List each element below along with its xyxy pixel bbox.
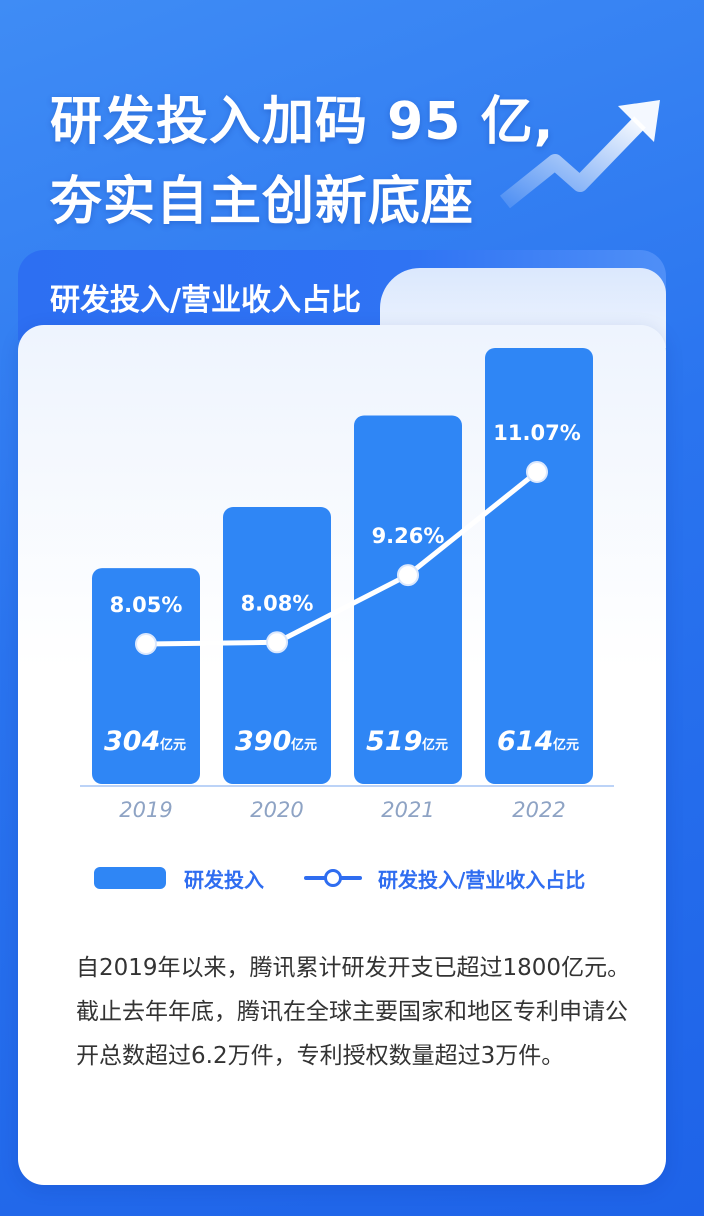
ratio-point-2021 — [397, 564, 419, 587]
bar-value-label-2019: 304 — [104, 726, 160, 757]
ratio-point-2019 — [135, 633, 157, 655]
bar-unit-label-2020: 亿元 — [291, 737, 317, 753]
legend-line-label: 研发投入/营业收入占比 — [378, 867, 586, 892]
bar-unit-label-2022: 亿元 — [553, 737, 579, 753]
x-tick-label-2020: 2020 — [250, 798, 303, 822]
legend-bar-swatch — [94, 867, 166, 889]
ratio-label-2019: 8.05% — [110, 593, 183, 617]
ratio-point-2020 — [266, 631, 288, 654]
bar-2019 — [92, 568, 200, 784]
ratio-point-2022 — [526, 461, 548, 483]
legend-bar-label: 研发投入 — [184, 867, 264, 892]
bar-value-label-2021: 519 — [366, 726, 422, 757]
bar-unit-label-2021: 亿元 — [422, 737, 448, 753]
trend-arrow-icon — [500, 100, 660, 209]
x-tick-label-2019: 2019 — [119, 798, 172, 822]
section-title: 研发投入/营业收入占比 — [50, 283, 361, 318]
ratio-label-2021: 9.26% — [372, 524, 445, 548]
description-text: 自2019年以来，腾讯累计研发开支已超过1800亿元。截止去年年底，腾讯在全球主… — [76, 955, 631, 1069]
x-tick-label-2022: 2022 — [512, 798, 565, 822]
legend-line-swatch — [304, 869, 362, 887]
bar-unit-label-2019: 亿元 — [160, 737, 186, 753]
headline: 研发投入加码 95 亿, 夯实自主创新底座 — [50, 82, 554, 242]
ratio-label-2020: 8.08% — [241, 591, 314, 615]
x-tick-label-2021: 2021 — [381, 798, 434, 822]
bar-2021 — [354, 415, 462, 784]
headline-line-2: 夯实自主创新底座 — [50, 172, 475, 232]
headline-line-1: 研发投入加码 95 亿, — [50, 92, 555, 152]
ratio-label-2022: 11.07% — [493, 421, 580, 445]
bar-value-label-2020: 390 — [235, 726, 291, 757]
bar-value-label-2022: 614 — [497, 726, 553, 757]
ratio-line — [143, 469, 540, 647]
chart-legend: 研发投入 研发投入/营业收入占比 — [94, 866, 586, 892]
bar-2022 — [485, 348, 593, 784]
